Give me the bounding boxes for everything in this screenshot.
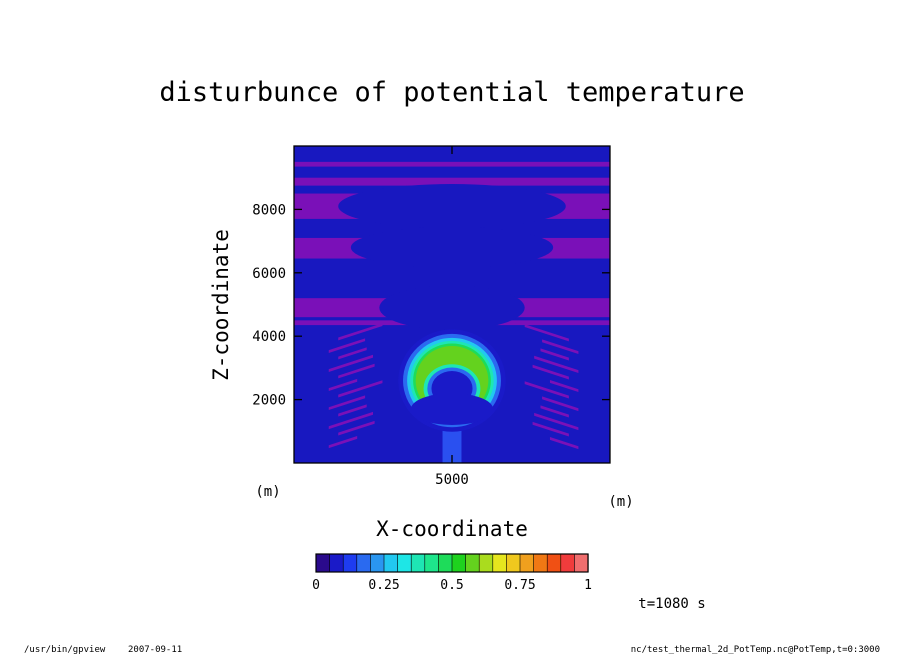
colorbar-swatch bbox=[342, 553, 358, 573]
footer-date: 2007-09-11 bbox=[128, 645, 182, 654]
colorbar-swatch bbox=[519, 553, 535, 573]
wave-streak bbox=[338, 420, 375, 436]
wave-streak bbox=[532, 421, 569, 437]
colorbar-swatch bbox=[370, 553, 385, 573]
y-axis-label: Z-coordinate bbox=[209, 229, 233, 381]
wave-streak bbox=[540, 348, 569, 361]
wave-streak bbox=[328, 411, 374, 430]
stratification-band bbox=[294, 161, 610, 167]
colorbar-swatch bbox=[424, 553, 439, 573]
colorbar-swatch bbox=[451, 553, 467, 573]
wave-streak bbox=[338, 404, 367, 417]
wave-streak bbox=[328, 435, 358, 449]
footer-program: /usr/bin/gpview bbox=[24, 645, 106, 654]
wave-streak bbox=[532, 364, 569, 380]
wave-streak bbox=[542, 396, 579, 412]
wave-streak bbox=[328, 354, 374, 373]
wave-streak bbox=[338, 323, 383, 341]
colorbar-swatch bbox=[560, 553, 575, 573]
colorbar-swatch bbox=[533, 553, 548, 573]
stratification-band bbox=[294, 177, 610, 186]
colorbar-swatch bbox=[574, 553, 589, 573]
wave-streak bbox=[534, 355, 579, 374]
colorbar-swatch bbox=[410, 553, 426, 573]
y-tick-label: 8000 bbox=[252, 202, 286, 218]
colorbar-frame bbox=[315, 553, 589, 573]
x-unit-label: (m) bbox=[255, 484, 280, 500]
colorbar-swatch bbox=[356, 553, 371, 573]
y-tick-label: 2000 bbox=[252, 393, 286, 409]
colorbar-swatch bbox=[397, 553, 412, 573]
colorbar-tick-label: 0.25 bbox=[368, 578, 399, 593]
x-tick-label: 5000 bbox=[435, 472, 469, 488]
wave-streak bbox=[524, 324, 569, 342]
footer-source: nc/test_thermal_2d_PotTemp.nc@PotTemp,t=… bbox=[631, 645, 880, 654]
y-unit-label: (m) bbox=[608, 494, 633, 510]
wave-streak bbox=[328, 378, 358, 392]
colorbar-tick-label: 1 bbox=[584, 578, 592, 593]
y-tick-label: 6000 bbox=[252, 266, 286, 282]
time-label: t=1080 s bbox=[638, 596, 705, 612]
colorbar-swatch bbox=[383, 553, 399, 573]
stratification-lens bbox=[379, 285, 525, 330]
wave-streak bbox=[524, 381, 569, 399]
colorbar: 0 0.25 0.5 0.75 1 bbox=[312, 553, 592, 593]
stratification-lens bbox=[338, 184, 566, 229]
wave-streak bbox=[534, 412, 579, 431]
wave-streak bbox=[540, 405, 569, 418]
wave-streak bbox=[328, 395, 366, 411]
colorbar-swatch bbox=[329, 553, 344, 573]
axes: 5000 2000 4000 6000 8000 bbox=[252, 146, 610, 488]
bubble-skirt bbox=[410, 393, 494, 425]
y-tick-label: 4000 bbox=[252, 329, 286, 345]
colorbar-swatch bbox=[465, 553, 480, 573]
colorbar-swatch bbox=[492, 553, 507, 573]
colorbar-tick-label: 0.75 bbox=[504, 578, 535, 593]
stratification-lens bbox=[350, 226, 554, 269]
wave-streak bbox=[542, 339, 579, 355]
wave-streak bbox=[328, 338, 366, 353]
colorbar-swatch bbox=[478, 553, 494, 573]
colorbar-swatch bbox=[546, 553, 562, 573]
chart-title: disturbunce of potential temperature bbox=[159, 77, 744, 108]
x-axis-label: X-coordinate bbox=[376, 517, 528, 541]
colorbar-swatch bbox=[315, 553, 331, 573]
wave-streak bbox=[338, 380, 383, 398]
colorbar-swatch bbox=[438, 553, 453, 573]
colorbar-tick-label: 0 bbox=[312, 578, 320, 593]
wave-streak bbox=[549, 379, 579, 393]
colorbar-swatch bbox=[506, 553, 521, 573]
heatmap-field bbox=[294, 146, 610, 463]
wave-streak bbox=[338, 347, 367, 360]
colorbar-tick-label: 0.5 bbox=[440, 578, 463, 593]
wave-streak bbox=[338, 363, 375, 379]
wave-streak bbox=[549, 437, 579, 450]
